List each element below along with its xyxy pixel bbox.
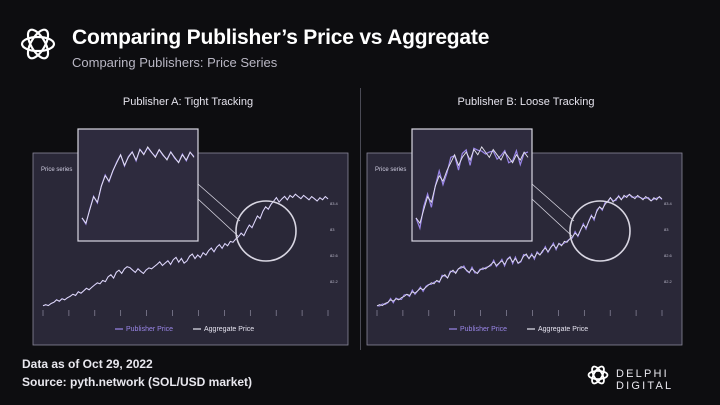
y-tick-label: 83.4 <box>330 201 339 206</box>
panel-a-title: Publisher A: Tight Tracking <box>122 96 254 108</box>
brand-name: DELPHI DIGITAL <box>616 368 674 392</box>
aggregate-price-line <box>42 193 329 307</box>
zoom-circle <box>569 200 631 262</box>
zoom-circle <box>235 200 297 262</box>
y-tick-label: 83 <box>330 227 335 232</box>
zoom-connector <box>197 198 239 237</box>
y-tick-label: 83.4 <box>664 201 673 206</box>
y-tick-label: 83 <box>664 227 669 232</box>
aggregate-price-line <box>376 193 663 307</box>
footer-date: Data as of Oct 29, 2022 <box>22 357 153 371</box>
legend-aggregate-label: Aggregate Price <box>204 326 254 333</box>
y-tick-label: 82.2 <box>330 279 339 284</box>
zoom-inset <box>411 128 533 242</box>
plot-inner-label: Price series <box>375 167 406 173</box>
footer-source: Source: pyth.network (SOL/USD market) <box>22 375 253 389</box>
zoom-connector <box>531 198 573 237</box>
legend-publisher-label: Publisher Price <box>460 326 507 333</box>
panel-b-title: Publisher B: Loose Tracking <box>457 96 595 108</box>
y-tick-label: 82.6 <box>664 253 673 258</box>
panel-divider <box>360 88 361 350</box>
zoom-connector <box>197 183 241 222</box>
page-title: Comparing Publisher’s Price vs Aggregate <box>72 26 490 49</box>
zoom-aggregate-line <box>81 146 195 225</box>
zoom-connector <box>531 183 575 222</box>
page-subtitle: Comparing Publishers: Price Series <box>72 55 278 70</box>
delphi-logo-icon <box>20 28 56 60</box>
y-tick-label: 82.2 <box>664 279 673 284</box>
zoom-aggregate-line <box>415 146 529 225</box>
plot-inner-label: Price series <box>41 167 72 173</box>
y-tick-label: 82.6 <box>330 253 339 258</box>
legend-aggregate-label: Aggregate Price <box>538 326 588 333</box>
legend-publisher-label: Publisher Price <box>126 326 173 333</box>
zoom-inset <box>77 128 199 242</box>
brand-logo-icon <box>587 365 609 385</box>
